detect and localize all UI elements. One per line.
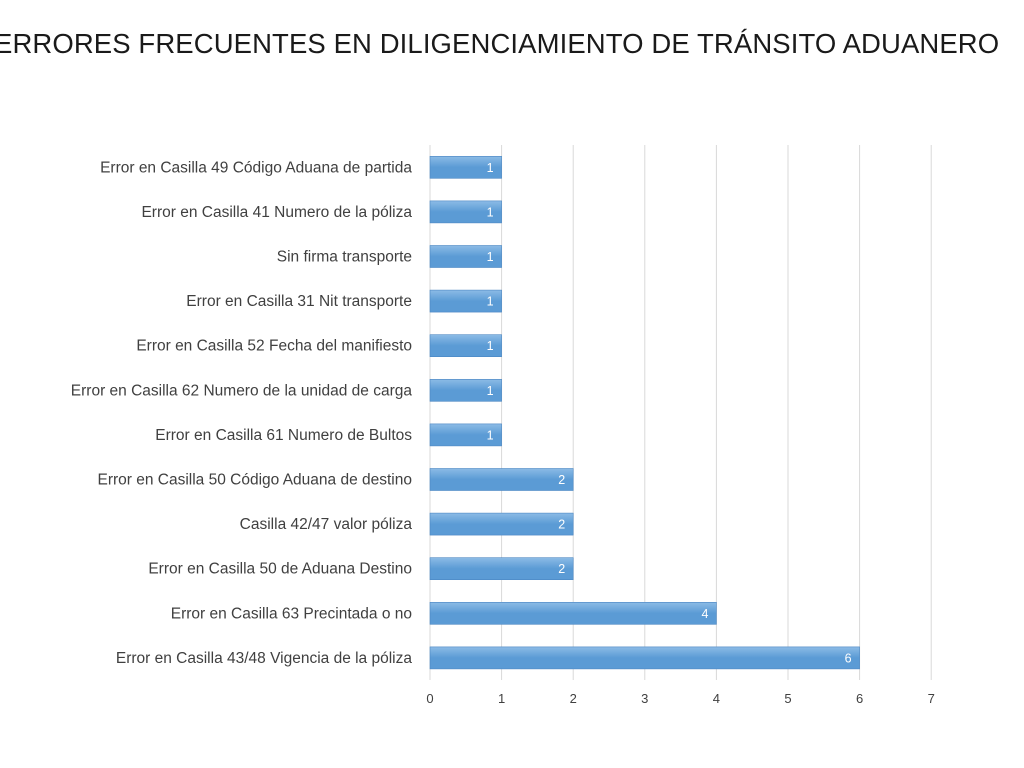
bar xyxy=(429,423,502,447)
x-tick-label: 0 xyxy=(426,691,433,706)
data-label: 2 xyxy=(558,518,565,532)
x-axis-tick-labels: 0 1 2 3 4 5 6 7 xyxy=(426,691,934,706)
data-label: 2 xyxy=(558,562,565,576)
bar xyxy=(429,468,574,491)
data-label: 1 xyxy=(487,428,494,442)
category-label: Error en Casilla 62 Numero de la unidad … xyxy=(71,382,413,399)
x-tick-label: 5 xyxy=(784,691,791,706)
grid-lines xyxy=(429,145,932,680)
category-label: Error en Casilla 41 Numero de la póliza xyxy=(141,204,412,221)
x-tick-label: 4 xyxy=(713,691,720,706)
slide-title: ERRORES FRECUENTES EN DILIGENCIAMIENTO D… xyxy=(0,28,1000,59)
category-labels: Error en Casilla 49 Código Aduana de par… xyxy=(71,159,413,667)
bar xyxy=(429,200,502,224)
x-tick-label: 2 xyxy=(570,691,577,706)
data-label: 4 xyxy=(701,607,708,621)
data-labels: 1 1 1 1 1 1 1 2 2 2 4 6 xyxy=(487,161,852,666)
data-label: 1 xyxy=(487,339,494,353)
x-tick-label: 1 xyxy=(498,691,505,706)
data-label: 1 xyxy=(487,205,494,219)
x-tick-label: 3 xyxy=(641,691,648,706)
bar xyxy=(429,378,502,402)
category-label: Error en Casilla 31 Nit transporte xyxy=(186,293,412,310)
category-label: Error en Casilla 52 Fecha del manifiesto xyxy=(136,338,412,355)
category-label: Error en Casilla 50 de Aduana Destino xyxy=(148,561,412,578)
bar xyxy=(429,601,717,625)
category-label: Error en Casilla 49 Código Aduana de par… xyxy=(100,159,412,176)
bar xyxy=(429,646,860,670)
category-label: Casilla 42/47 valor póliza xyxy=(240,516,413,533)
data-label: 6 xyxy=(845,651,852,665)
bar xyxy=(429,557,574,581)
data-label: 1 xyxy=(487,384,494,398)
bar xyxy=(429,512,574,536)
bar xyxy=(429,289,502,313)
category-label: Sin firma transporte xyxy=(277,249,412,266)
bars xyxy=(429,156,860,670)
bar xyxy=(429,156,502,179)
category-label: Error en Casilla 43/48 Vigencia de la pó… xyxy=(116,650,412,667)
bar xyxy=(429,245,502,268)
data-label: 1 xyxy=(487,295,494,309)
category-label: Error en Casilla 61 Numero de Bultos xyxy=(155,427,412,444)
x-tick-label: 7 xyxy=(928,691,935,706)
data-label: 2 xyxy=(558,473,565,487)
category-label: Error en Casilla 50 Código Aduana de des… xyxy=(97,472,412,489)
x-tick-label: 6 xyxy=(856,691,863,706)
bar xyxy=(429,334,502,358)
data-label: 1 xyxy=(487,250,494,264)
category-label: Error en Casilla 63 Precintada o no xyxy=(171,605,412,622)
data-label: 1 xyxy=(487,161,494,175)
